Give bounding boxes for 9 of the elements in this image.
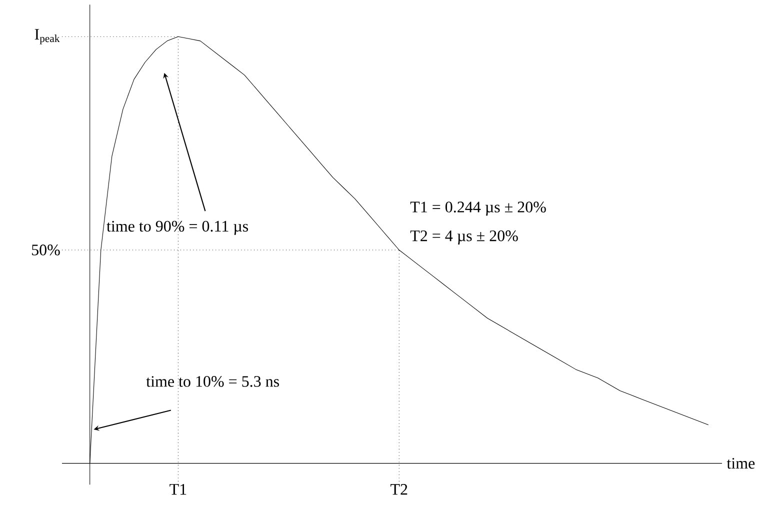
x-tick-label: T1: [170, 484, 186, 495]
annotation: time to 90% = 0.11 µs: [106, 221, 248, 236]
x-tick-label: T2: [390, 484, 408, 495]
x-axis-title: time: [726, 458, 755, 469]
ref-line-label: I$_{peak}$: [34, 29, 60, 44]
annotation: time to 10% = 5.3 ns: [146, 376, 279, 388]
annotation: T1 = 0.244 µs ± 20%: [410, 202, 546, 216]
annotation: T2 = 4 µs ± 20%: [410, 230, 518, 245]
ref-line-label: 50%: [32, 244, 60, 256]
